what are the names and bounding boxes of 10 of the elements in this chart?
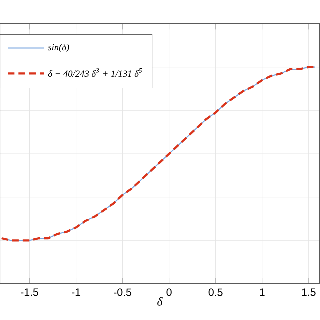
x-tick-label: -0.5 — [114, 288, 132, 296]
x-tick-label: 0.5 — [208, 288, 223, 296]
legend-label: δ − 40/243 δ$^{3}$ + 1/131 δ$^{5}$ — [48, 68, 142, 78]
x-tick-label: -1.5 — [21, 288, 39, 296]
x-tick-label: 1.5 — [302, 288, 316, 296]
x-tick-label: 1 — [260, 288, 265, 296]
legend-label: sin(δ) — [48, 44, 70, 52]
x-axis-title: δ — [158, 297, 163, 306]
x-tick-label: 0 — [166, 288, 172, 296]
x-tick-label: -1 — [72, 288, 81, 296]
